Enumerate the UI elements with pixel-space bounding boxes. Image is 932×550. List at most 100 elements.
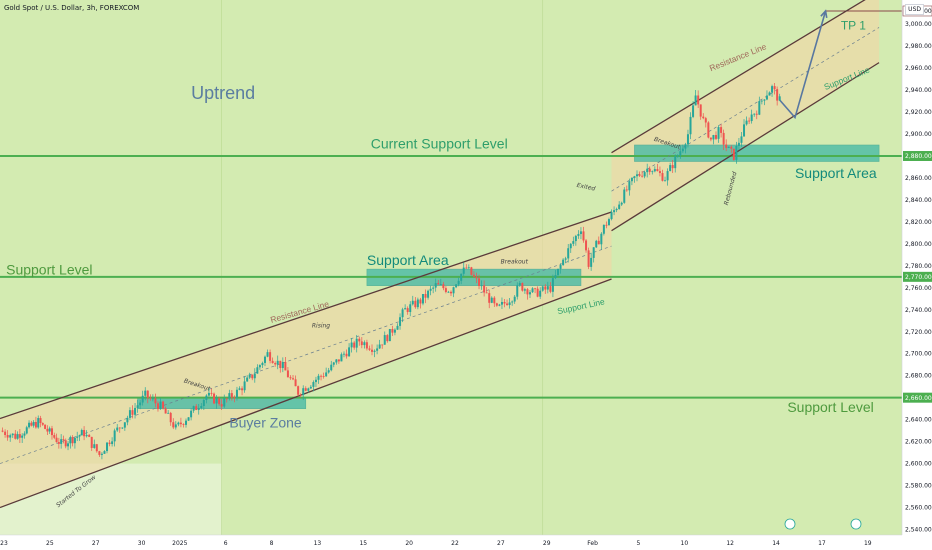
- candle-body-208: [523, 289, 526, 291]
- candle-body-114: [284, 362, 287, 371]
- candle-body-251: [633, 176, 636, 178]
- time-axis-bg: [0, 535, 902, 550]
- candle-body-18: [44, 424, 47, 429]
- y-tick-label-14: 2,820.00: [905, 219, 932, 226]
- candle-body-102: [253, 373, 256, 379]
- candle-body-152: [381, 344, 384, 346]
- price-label-2: 2,770.00: [905, 274, 932, 281]
- candle-body-8: [21, 435, 24, 438]
- y-tick-label-23: 3,000.00: [905, 21, 932, 28]
- candle-body-245: [618, 204, 621, 209]
- x-tick-label-8: 15: [359, 540, 367, 547]
- candle-body-6: [16, 434, 19, 439]
- candle-body-79: [195, 406, 198, 410]
- candle-body-272: [686, 134, 689, 145]
- candle-body-155: [388, 329, 391, 342]
- candle-body-67: [164, 408, 167, 414]
- candle-body-36: [85, 434, 88, 437]
- candle-body-60: [146, 390, 149, 398]
- candle-body-211: [531, 288, 534, 293]
- x-tick-label-12: 29: [543, 540, 551, 547]
- candle-body-54: [131, 410, 134, 415]
- candle-body-46: [111, 441, 114, 445]
- price-label-1: 2,880.00: [905, 153, 932, 160]
- background-layer: [0, 0, 902, 535]
- candle-body-243: [613, 210, 616, 213]
- candle-body-276: [697, 95, 700, 105]
- candle-body-118: [294, 379, 297, 387]
- candle-body-196: [493, 297, 496, 304]
- candle-body-144: [360, 341, 363, 346]
- candle-body-247: [623, 189, 626, 203]
- candle-body-225: [567, 248, 570, 259]
- candle-body-76: [187, 417, 190, 421]
- candle-body-296: [748, 120, 751, 122]
- candle-body-172: [432, 287, 435, 289]
- candle-body-133: [332, 362, 335, 365]
- candle-body-260: [656, 169, 659, 172]
- candle-body-219: [551, 278, 554, 292]
- candle-body-198: [498, 304, 501, 306]
- candle-body-305: [771, 86, 774, 93]
- candle-body-195: [490, 297, 493, 303]
- line-layer: [0, 0, 902, 509]
- candle-body-145: [363, 342, 366, 346]
- candle-body-25: [60, 439, 63, 444]
- candle-body-218: [549, 286, 552, 292]
- candle-body-77: [190, 410, 193, 418]
- candle-body-185: [465, 267, 468, 269]
- candle-body-274: [692, 105, 695, 117]
- candle-body-280: [707, 122, 710, 138]
- candle-body-138: [345, 353, 348, 357]
- candle-body-279: [704, 118, 707, 123]
- candle-body-115: [286, 370, 289, 378]
- candle-body-35: [83, 430, 86, 437]
- currency-button[interactable]: USD: [905, 4, 924, 15]
- candle-body-202: [508, 302, 511, 306]
- candle-body-204: [513, 296, 516, 302]
- candle-body-192: [483, 285, 486, 293]
- candle-body-200: [503, 301, 506, 304]
- candle-body-209: [526, 289, 529, 295]
- support-channel-line-1: [611, 62, 880, 232]
- candle-body-57: [139, 402, 142, 406]
- candle-body-181: [455, 284, 458, 288]
- candle-body-44: [106, 442, 109, 452]
- candle-body-85: [210, 392, 213, 394]
- candle-body-91: [225, 398, 228, 400]
- candle-body-191: [480, 285, 483, 287]
- candle-body-174: [437, 283, 440, 285]
- candle-body-131: [327, 370, 330, 373]
- x-tick-label-9: 20: [405, 540, 413, 547]
- candle-body-271: [684, 144, 687, 149]
- candle-body-226: [569, 243, 572, 249]
- candle-body-289: [730, 146, 733, 149]
- candle-body-149: [373, 350, 376, 352]
- candle-body-34: [80, 430, 83, 436]
- candle-body-264: [666, 171, 669, 181]
- candle-body-31: [73, 437, 76, 444]
- candle-body-210: [528, 292, 531, 295]
- price-label-3: 2,660.00: [905, 395, 932, 402]
- candle-body-233: [587, 250, 590, 267]
- candle-body-184: [462, 267, 465, 274]
- candle-body-292: [737, 142, 740, 147]
- candle-body-106: [263, 356, 266, 363]
- projection-arrowhead: [820, 9, 828, 19]
- candle-body-53: [128, 410, 131, 418]
- candle-body-58: [141, 395, 144, 403]
- candle-body-7: [18, 434, 21, 438]
- candle-body-3: [9, 435, 12, 438]
- candle-body-238: [600, 233, 603, 245]
- y-tick-label-7: 2,680.00: [905, 373, 932, 380]
- candle-body-197: [495, 303, 498, 306]
- candle-body-26: [62, 439, 65, 441]
- event-marker-icon-1: [850, 518, 862, 530]
- x-tick-label-17: 14: [772, 540, 780, 547]
- candle-body-302: [763, 99, 766, 101]
- y-tick-label-10: 2,740.00: [905, 307, 932, 314]
- candle-body-281: [709, 137, 712, 140]
- candle-body-297: [750, 114, 753, 122]
- candle-body-275: [694, 95, 697, 106]
